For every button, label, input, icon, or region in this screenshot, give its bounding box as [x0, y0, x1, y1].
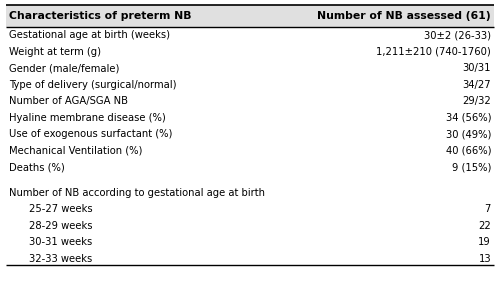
Text: 13: 13 — [478, 254, 491, 264]
Text: 30±2 (26-33): 30±2 (26-33) — [424, 30, 491, 40]
Text: 19: 19 — [478, 237, 491, 247]
Text: 22: 22 — [478, 221, 491, 231]
Text: Use of exogenous surfactant (%): Use of exogenous surfactant (%) — [9, 129, 173, 139]
Text: 30 (49%): 30 (49%) — [445, 129, 491, 139]
Text: 25-27 weeks: 25-27 weeks — [29, 204, 93, 214]
Text: Number of NB assessed (61): Number of NB assessed (61) — [317, 11, 491, 21]
Text: Hyaline membrane disease (%): Hyaline membrane disease (%) — [9, 113, 166, 123]
Text: Type of delivery (surgical/normal): Type of delivery (surgical/normal) — [9, 80, 177, 90]
Text: Number of NB according to gestational age at birth: Number of NB according to gestational ag… — [9, 188, 265, 198]
Text: 28-29 weeks: 28-29 weeks — [29, 221, 92, 231]
Text: 7: 7 — [485, 204, 491, 214]
Text: 40 (66%): 40 (66%) — [445, 146, 491, 156]
Text: Gestational age at birth (weeks): Gestational age at birth (weeks) — [9, 30, 170, 40]
Text: 34 (56%): 34 (56%) — [445, 113, 491, 123]
Text: Weight at term (g): Weight at term (g) — [9, 47, 101, 57]
Text: 9 (15%): 9 (15%) — [452, 162, 491, 172]
Text: 34/27: 34/27 — [462, 80, 491, 90]
Text: Mechanical Ventilation (%): Mechanical Ventilation (%) — [9, 146, 142, 156]
Text: Gender (male/female): Gender (male/female) — [9, 63, 120, 73]
Text: Number of AGA/SGA NB: Number of AGA/SGA NB — [9, 96, 128, 106]
Text: 30-31 weeks: 30-31 weeks — [29, 237, 92, 247]
Text: Characteristics of preterm NB: Characteristics of preterm NB — [9, 11, 191, 21]
Bar — [6, 5, 494, 27]
Text: 32-33 weeks: 32-33 weeks — [29, 254, 92, 264]
Text: 29/32: 29/32 — [462, 96, 491, 106]
Text: Deaths (%): Deaths (%) — [9, 162, 65, 172]
Text: 30/31: 30/31 — [462, 63, 491, 73]
Text: 1,211±210 (740-1760): 1,211±210 (740-1760) — [376, 47, 491, 57]
